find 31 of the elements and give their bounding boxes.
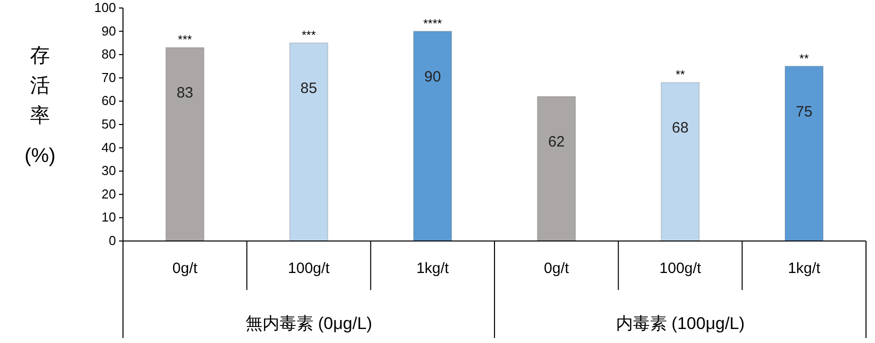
data-label: 85 — [300, 80, 318, 97]
annotation: ** — [799, 51, 810, 66]
x-tick-label: 100g/t — [288, 260, 330, 277]
y-tick-label: 50 — [102, 116, 116, 132]
x-tick-label: 1kg/t — [416, 260, 450, 277]
y-tick-label: 60 — [102, 93, 116, 108]
y-tick-label: 10 — [102, 210, 116, 225]
data-label: 62 — [548, 134, 565, 151]
annotation: *** — [178, 32, 192, 47]
y-tick-label: 40 — [102, 140, 116, 155]
y-tick-label: 30 — [102, 163, 116, 178]
annotation: *** — [302, 28, 316, 42]
x-tick-label: 1kg/t — [788, 260, 822, 277]
annotation: **** — [423, 16, 442, 30]
x-tick-label: 0g/t — [544, 260, 570, 277]
annotation: ** — [676, 68, 686, 82]
y-tick-label: 70 — [102, 70, 116, 85]
y-tick-label: 100 — [94, 0, 116, 15]
data-label: 90 — [424, 68, 441, 86]
y-tick-label: 0 — [108, 233, 116, 248]
data-label: 75 — [796, 103, 812, 120]
data-label: 83 — [176, 84, 194, 102]
y-tick-label: 90 — [102, 23, 116, 38]
data-label: 68 — [672, 120, 689, 137]
text: 内毒素 (100μg/L) — [616, 314, 745, 333]
text: 無内毒素 (0μg/L) — [245, 314, 372, 333]
y-tick-label: 20 — [102, 186, 116, 202]
y-tick-label: 80 — [102, 46, 116, 62]
x-tick-label: 100g/t — [659, 260, 702, 277]
x-tick-label: 0g/t — [172, 260, 198, 277]
y-axis-title: 存活率 (%) — [24, 45, 56, 167]
